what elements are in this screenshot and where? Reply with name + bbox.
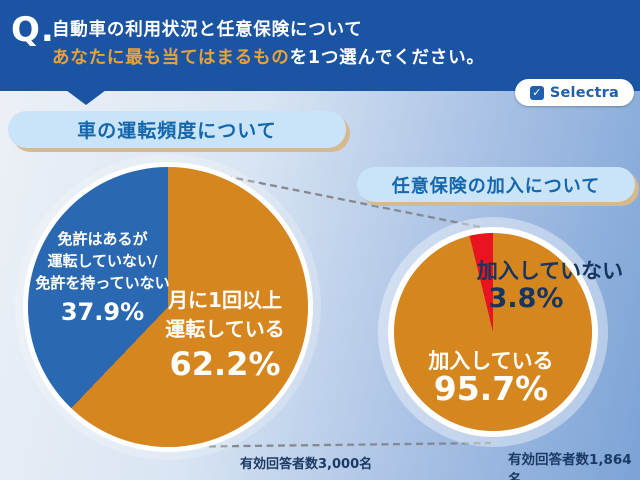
respondents-note-driving: 有効回答者数3,000名	[240, 457, 373, 472]
pie-driving-frequency	[28, 167, 308, 447]
connector-top	[224, 174, 491, 231]
slice-label-monthly-driving: 月に1回以上 運転している 62.2%	[155, 286, 295, 383]
section-label-insurance: 任意保険の加入について	[357, 167, 635, 202]
checkbox-icon: ✓	[529, 85, 544, 100]
respondents-note-insurance: 有効回答者数1,864名	[508, 452, 632, 480]
question-line-2-rest: を1つ選んでください。	[289, 48, 485, 68]
section-label-driving-frequency: 車の運転頻度について	[8, 111, 346, 148]
question-line-2: あなたに最も当てはまるものを1つ選んでください。	[52, 44, 485, 72]
slice-value-no-driving: 37.9%	[60, 298, 145, 326]
question-mark-label: Q.	[11, 10, 55, 50]
question-line-1: 自動車の利用状況と任意保険について	[52, 20, 363, 40]
selectra-logo: ✓ Selectra	[514, 79, 634, 106]
slice-label-insured: 加入している 95.7%	[405, 348, 577, 408]
connector-bottom	[162, 441, 492, 449]
slice-label-not-insured: 加入していない 3.8%	[468, 258, 632, 312]
slice-label-no-driving: 免許はあるが 運転していない/ 免許を持っていない 37.9%	[30, 228, 175, 326]
brand-name: Selectra	[549, 84, 619, 101]
pie-insurance	[394, 233, 592, 431]
slice-value-not-insured: 3.8%	[488, 283, 564, 314]
speech-pointer	[66, 90, 106, 105]
question-text: 自動車の利用状況と任意保険について あなたに最も当てはまるものを1つ選んでくださ…	[52, 16, 485, 72]
question-header: Q. 自動車の利用状況と任意保険について あなたに最も当てはまるものを1つ選んで…	[0, 0, 640, 91]
slice-value-monthly-driving: 62.2%	[169, 345, 281, 383]
question-highlight: あなたに最も当てはまるもの	[52, 48, 290, 68]
slice-value-insured: 95.7%	[433, 369, 549, 408]
